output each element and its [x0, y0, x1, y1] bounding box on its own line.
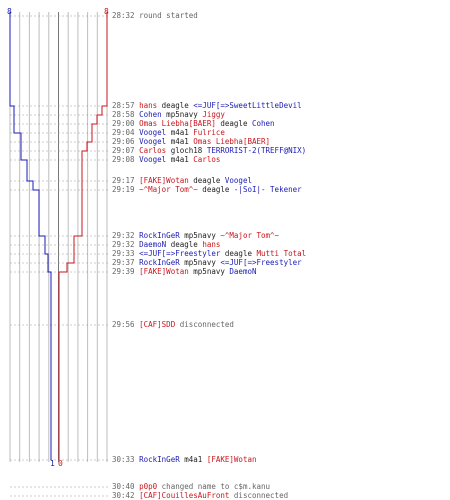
event-text: m4a1 — [166, 128, 194, 137]
red-player-name: ~^Major Tom^~ — [139, 185, 198, 194]
event-text: m4a1 — [166, 137, 194, 146]
blue-player-name: <=JUF[=>SweetLittleDevil — [193, 101, 302, 110]
red-player-name: Omas Liebha[BAER] — [193, 137, 271, 146]
red-player-name: [CAF]SDD — [139, 320, 176, 329]
blue-player-name: RockInGeR — [139, 258, 180, 267]
event-time: 29:32 — [112, 240, 135, 249]
event-text: changed name to c$m.kanu — [157, 482, 271, 491]
red-player-name: [FAKE]Wotan — [139, 267, 189, 276]
event-row: 29:37 RockInGeR mp5navy <=JUF[=>Freestyl… — [112, 258, 302, 267]
event-time: 29:17 — [112, 176, 135, 185]
event-time: 30:42 — [112, 491, 135, 500]
red-player-name: Omas Liebha[BAER] — [139, 119, 216, 128]
red-player-name: Carlos — [193, 155, 221, 164]
blue-player-name: <=JUF[=>Freestyler — [220, 258, 302, 267]
event-time: 30:33 — [112, 455, 135, 464]
blue-player-name: Cohen — [251, 119, 275, 128]
event-row: 30:40 p0p0 changed name to c$m.kanu — [112, 482, 270, 491]
blue-player-name: TERRORIST-2(TREFF@NIX) — [206, 146, 307, 155]
event-text: disconnected — [175, 320, 234, 329]
event-row: 29:32 DaemoN deagle hans — [112, 240, 220, 249]
event-row: 29:04 Voogel m4a1 Fulrice — [112, 128, 225, 137]
event-time: 28:58 — [112, 110, 135, 119]
event-time: 28:57 — [112, 101, 135, 110]
event-time: 29:37 — [112, 258, 135, 267]
red-start-count: 8 — [104, 7, 109, 16]
blue-player-name: DaemoN — [139, 240, 167, 249]
event-time: 29:08 — [112, 155, 135, 164]
event-time: 29:04 — [112, 128, 135, 137]
event-row: 29:39 [FAKE]Wotan mp5navy DaemoN — [112, 267, 257, 276]
blue-end-count: 1 — [50, 459, 55, 468]
event-row: 28:57 hans deagle <=JUF[=>SweetLittleDev… — [112, 101, 302, 110]
event-row: 29:06 Voogel m4a1 Omas Liebha[BAER] — [112, 137, 270, 146]
event-time: 29:39 — [112, 267, 135, 276]
event-text: mp5navy — [179, 231, 221, 240]
blue-player-name: DaemoN — [229, 267, 257, 276]
event-row: 29:00 Omas Liebha[BAER] deagle Cohen — [112, 119, 275, 128]
event-row: 29:32 RockInGeR mp5navy ~^Major Tom^~ — [112, 231, 279, 240]
red-player-name: hans — [139, 101, 158, 110]
event-row: 29:08 Voogel m4a1 Carlos — [112, 155, 220, 164]
event-text: deagle — [215, 119, 252, 128]
blue-player-name: RockInGeR — [139, 231, 180, 240]
red-player-name: ~^Major Tom^~ — [220, 231, 280, 240]
event-text: mp5navy — [161, 110, 203, 119]
event-text: deagle — [166, 240, 203, 249]
event-text: mp5navy — [188, 267, 230, 276]
event-time: 29:56 — [112, 320, 135, 329]
event-text: deagle — [220, 249, 257, 258]
event-time: 28:32 — [112, 11, 135, 20]
blue-player-name: -|SoI|- Tekener — [233, 185, 302, 194]
red-end-count: 0 — [58, 459, 63, 468]
blue-player-name: Cohen — [139, 110, 162, 119]
event-text: gloch18 — [166, 146, 207, 155]
blue-player-name: Voogel — [224, 176, 252, 185]
event-time: 29:06 — [112, 137, 135, 146]
event-text: round started — [139, 11, 198, 20]
event-row: 29:19 ~^Major Tom^~ deagle -|SoI|- Teken… — [112, 185, 302, 194]
blue-team-alive-line — [9, 12, 52, 460]
event-time: 29:33 — [112, 249, 135, 258]
blue-start-count: 8 — [7, 7, 12, 16]
event-text: deagle — [157, 101, 194, 110]
red-player-name: hans — [202, 240, 221, 249]
blue-player-name: <=JUF[=>Freestyler — [139, 249, 221, 258]
red-player-name: [CAF]CouillesAuFront — [139, 491, 230, 500]
blue-player-name: Voogel — [139, 128, 167, 137]
event-row: 28:58 Cohen mp5navy Jiggy — [112, 110, 225, 119]
event-text: deagle — [197, 185, 234, 194]
red-player-name: p0p0 — [139, 482, 158, 491]
event-time: 29:07 — [112, 146, 135, 155]
event-time: 29:19 — [112, 185, 135, 194]
event-text: deagle — [188, 176, 225, 185]
red-team-alive-line — [58, 12, 108, 460]
event-time: 29:00 — [112, 119, 135, 128]
blue-player-name: Voogel — [139, 155, 167, 164]
red-player-name: Jiggy — [202, 110, 225, 119]
event-text: mp5navy — [179, 258, 221, 267]
blue-player-name: Voogel — [139, 137, 167, 146]
event-row: 29:07 Carlos gloch18 TERRORIST-2(TREFF@N… — [112, 146, 306, 155]
event-row: 29:17 [FAKE]Wotan deagle Voogel — [112, 176, 252, 185]
event-row: 29:56 [CAF]SDD disconnected — [112, 320, 234, 329]
red-player-name: Mutti Total — [256, 249, 307, 258]
event-text: m4a1 — [179, 455, 207, 464]
blue-player-name: RockInGeR — [139, 455, 180, 464]
red-player-name: [FAKE]Wotan — [139, 176, 189, 185]
event-time: 30:40 — [112, 482, 135, 491]
event-text: m4a1 — [166, 155, 194, 164]
red-player-name: [FAKE]Wotan — [206, 455, 257, 464]
event-row: 28:32 round started — [112, 11, 198, 20]
red-player-name: Fulrice — [193, 128, 225, 137]
event-row: 30:42 [CAF]CouillesAuFront disconnected — [112, 491, 288, 500]
red-player-name: Carlos — [139, 146, 167, 155]
event-time: 29:32 — [112, 231, 135, 240]
event-text: disconnected — [229, 491, 289, 500]
event-row: 29:33 <=JUF[=>Freestyler deagle Mutti To… — [112, 249, 306, 258]
event-row: 30:33 RockInGeR m4a1 [FAKE]Wotan — [112, 455, 257, 464]
